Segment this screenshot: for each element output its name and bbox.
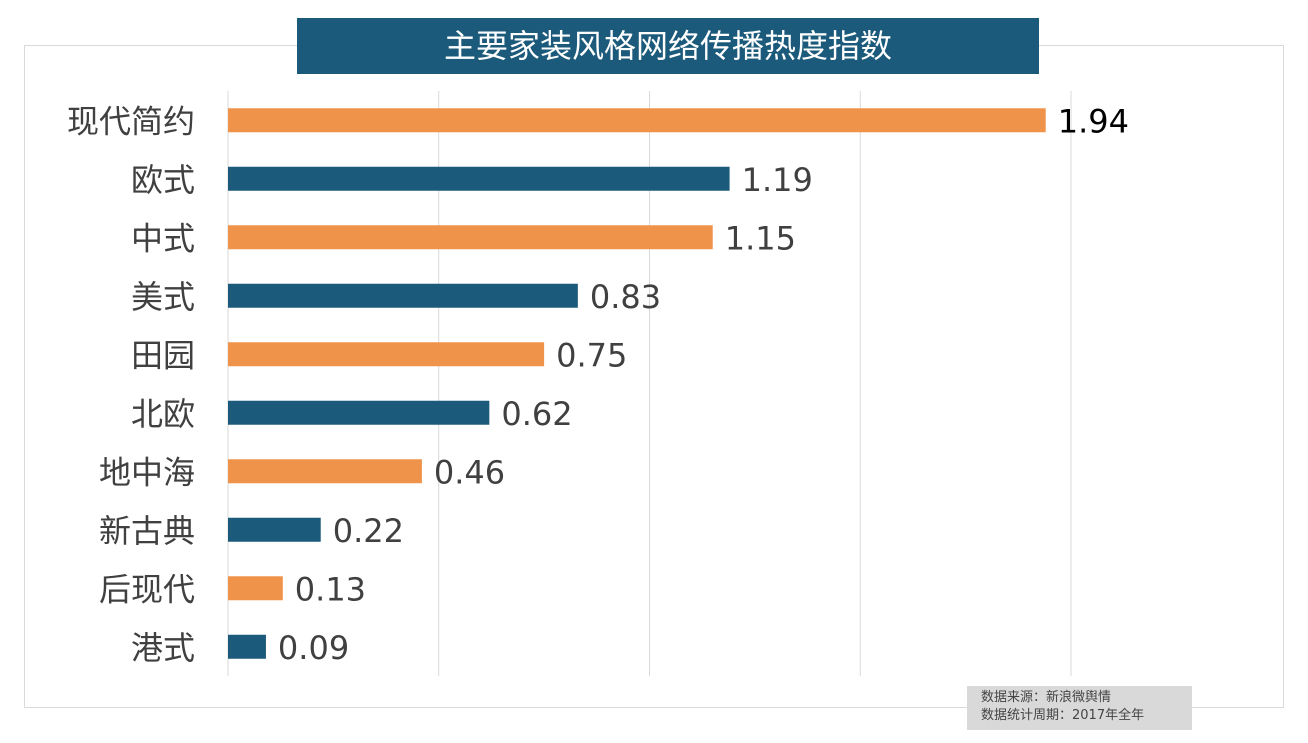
value-label: 0.75 <box>556 336 627 374</box>
source-line: 数据来源：新浪微舆情 <box>981 690 1112 705</box>
value-label: 0.13 <box>295 570 366 608</box>
category-label: 北欧 <box>131 395 195 433</box>
bar <box>228 459 422 484</box>
bar <box>228 283 578 308</box>
category-label: 欧式 <box>131 161 195 199</box>
category-label: 港式 <box>131 629 195 667</box>
bar <box>228 225 713 250</box>
category-label: 现代简约 <box>67 102 195 140</box>
bar <box>228 634 266 659</box>
category-label: 中式 <box>131 219 195 257</box>
category-label: 地中海 <box>99 453 195 491</box>
value-label: 0.09 <box>278 629 349 667</box>
bar <box>228 517 321 542</box>
value-label: 0.22 <box>333 512 404 550</box>
value-label: 1.94 <box>1058 102 1129 140</box>
category-label: 美式 <box>131 278 195 316</box>
value-label: 0.46 <box>434 453 505 491</box>
category-label: 新古典 <box>99 512 195 550</box>
source-note: 数据来源：新浪微舆情 数据统计周期：2017年全年 <box>967 686 1192 730</box>
value-label: 0.83 <box>590 278 661 316</box>
category-label: 田园 <box>131 336 195 374</box>
bar <box>228 166 730 191</box>
period-line: 数据统计周期：2017年全年 <box>981 708 1145 723</box>
value-label: 1.15 <box>725 219 796 257</box>
bar <box>228 342 545 367</box>
chart-title: 主要家装风格网络传播热度指数 <box>297 18 1039 74</box>
bar <box>228 400 490 425</box>
bar <box>228 576 283 601</box>
category-label: 后现代 <box>99 570 195 608</box>
bar <box>228 108 1046 133</box>
value-label: 0.62 <box>501 395 572 433</box>
value-label: 1.19 <box>742 161 813 199</box>
